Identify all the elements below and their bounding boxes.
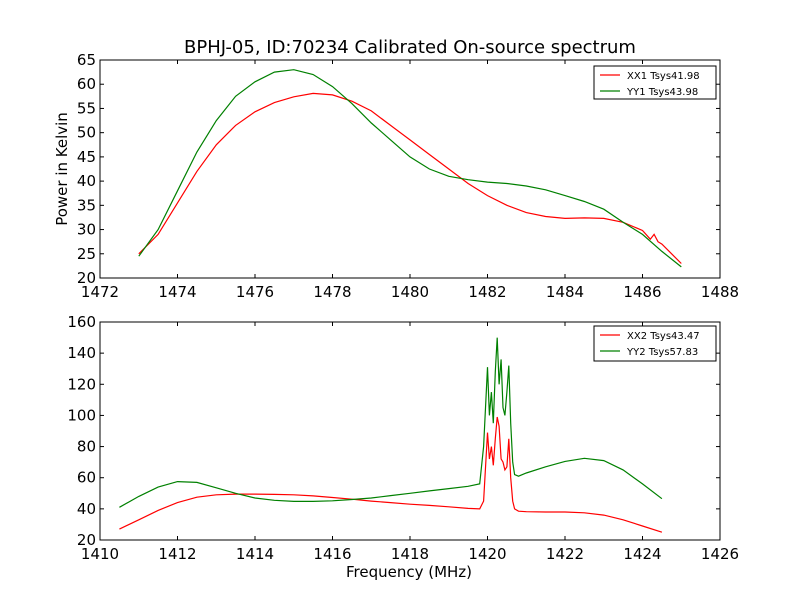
y-tick-label: 40	[77, 500, 96, 518]
x-tick-label: 1482	[468, 283, 506, 301]
legend-entry: XX1 Tsys41.98	[627, 71, 700, 82]
y-tick-label: 120	[67, 375, 96, 393]
y-tick-label: 80	[77, 438, 96, 456]
y-tick-label: 20	[77, 269, 96, 287]
x-tick-label: 1422	[546, 545, 584, 563]
y-tick-label: 25	[77, 245, 96, 263]
y-tick-label: 40	[77, 172, 96, 190]
x-tick-label: 1424	[623, 545, 661, 563]
x-tick-label: 1410	[81, 545, 119, 563]
legend-box	[593, 325, 717, 362]
y-tick-label: 30	[77, 221, 96, 239]
x-tick-label: 1480	[391, 283, 429, 301]
legend-box	[593, 65, 717, 100]
y-tick-label: 55	[77, 99, 96, 117]
x-tick-label: 1474	[158, 283, 196, 301]
x-tick-label: 1418	[391, 545, 429, 563]
y-tick-label: 35	[77, 196, 96, 214]
series-line-xx1	[138, 92, 682, 264]
top-panel: 1472 1474 1476 1478 1480 1482 1484 1486 1488 20 25…	[77, 51, 739, 301]
y-tick-label: 100	[67, 406, 96, 424]
x-tick-label: 1484	[546, 283, 584, 301]
x-tick-label: 1472	[81, 283, 119, 301]
legend: XX2 Tsys43.47 YY2 Tsys57.83	[593, 325, 717, 362]
x-tick-label: 1478	[313, 283, 351, 301]
legend-entry: YY1 Tsys43.98	[626, 87, 698, 98]
chart-title: BPHJ-05, ID:70234 Calibrated On-source s…	[184, 37, 636, 58]
bottom-panel: 1410 1412 1414 1416 1418 1420 1422 1424 1426 20 40…	[67, 313, 739, 563]
legend-entry: YY2 Tsys57.83	[626, 347, 698, 358]
series-line-yy1	[138, 69, 682, 268]
legend-entry: XX2 Tsys43.47	[627, 331, 700, 342]
y-tick-label: 65	[77, 51, 96, 69]
y-tick-label: 45	[77, 148, 96, 166]
y-tick-label: 140	[67, 344, 96, 362]
series-line-yy2	[119, 337, 663, 508]
x-tick-label: 1476	[236, 283, 274, 301]
x-tick-label: 1426	[701, 545, 739, 563]
legend: XX1 Tsys41.98 YY1 Tsys43.98	[593, 65, 717, 100]
x-tick-label: 1420	[468, 545, 506, 563]
y-tick-label: 160	[67, 313, 96, 331]
y-tick-label: 60	[77, 75, 96, 93]
y-tick-label: 60	[77, 469, 96, 487]
series-line-xx2	[119, 416, 663, 533]
x-tick-label: 1414	[236, 545, 274, 563]
y-axis-label: Power in Kelvin	[53, 112, 71, 226]
y-tick-label: 50	[77, 124, 96, 142]
y-tick-label: 20	[77, 531, 96, 549]
x-tick-label: 1488	[701, 283, 739, 301]
x-tick-label: 1486	[623, 283, 661, 301]
x-tick-label: 1412	[158, 545, 196, 563]
x-axis-label: Frequency (MHz)	[346, 563, 472, 581]
x-tick-label: 1416	[313, 545, 351, 563]
